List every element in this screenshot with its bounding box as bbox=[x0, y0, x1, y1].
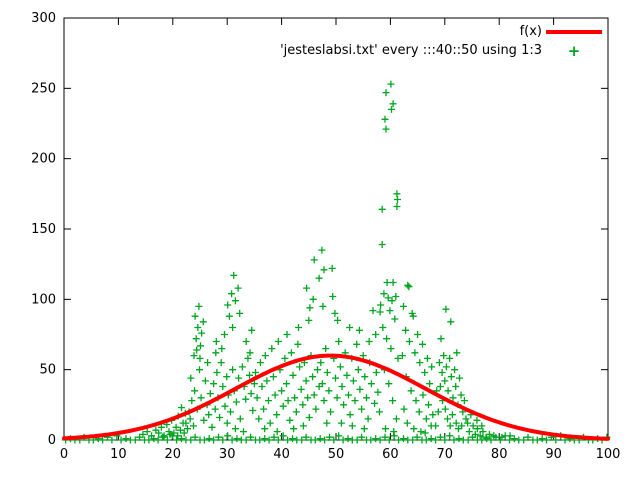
legend-item-fx: f(x) bbox=[520, 24, 606, 39]
x-tick-label: 50 bbox=[328, 447, 345, 462]
legend-sample-fx bbox=[542, 29, 606, 34]
x-tick-label: 70 bbox=[437, 447, 454, 462]
scatter-points bbox=[62, 80, 611, 444]
x-tick-label: 100 bbox=[596, 447, 621, 462]
y-tick-label: 250 bbox=[31, 81, 56, 96]
x-tick-label: 60 bbox=[382, 447, 399, 462]
y-tick-label: 150 bbox=[31, 222, 56, 237]
red-line-sample-icon bbox=[546, 29, 602, 34]
x-tick-label: 40 bbox=[273, 447, 290, 462]
y-tick-label: 300 bbox=[31, 11, 56, 26]
x-tick-label: 80 bbox=[491, 447, 508, 462]
x-tick-label: 90 bbox=[545, 447, 562, 462]
y-tick-label: 200 bbox=[31, 152, 56, 167]
y-tick-label: 50 bbox=[39, 363, 56, 378]
y-tick-label: 0 bbox=[48, 433, 56, 448]
legend-label-fx: f(x) bbox=[519, 24, 542, 39]
legend-label-data-file: 'jesteslabsi.txt' every :::40::50 using … bbox=[280, 43, 542, 58]
legend-item-data-file: 'jesteslabsi.txt' every :::40::50 using … bbox=[280, 43, 606, 58]
x-tick-label: 20 bbox=[165, 447, 182, 462]
green-plus-marker-icon: + bbox=[567, 41, 581, 60]
x-tick-label: 10 bbox=[110, 447, 127, 462]
x-tick-label: 0 bbox=[60, 447, 68, 462]
x-tick-label: 30 bbox=[219, 447, 236, 462]
y-tick-label: 100 bbox=[31, 292, 56, 307]
fx-curve bbox=[62, 353, 610, 441]
legend-sample-data-file: + bbox=[542, 41, 606, 60]
legend: f(x) 'jesteslabsi.txt' every :::40::50 u… bbox=[280, 24, 606, 58]
